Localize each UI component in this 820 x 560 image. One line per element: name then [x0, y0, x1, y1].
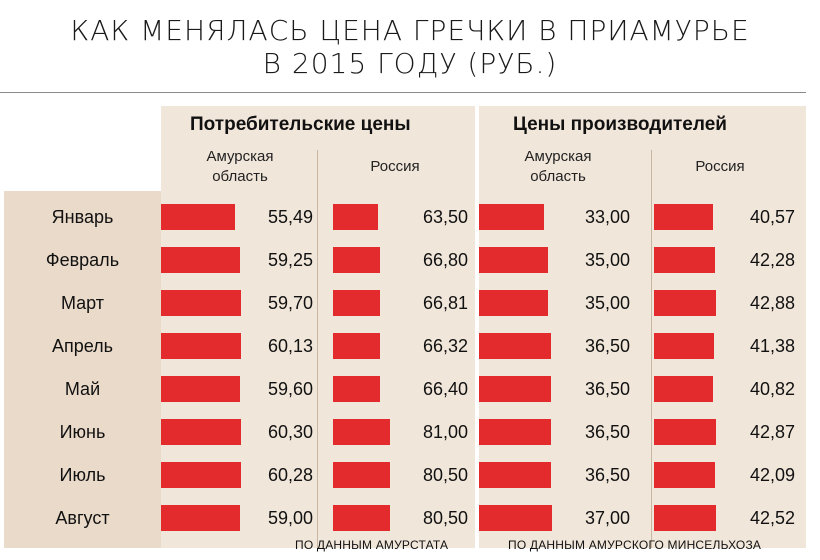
bar-producer-russia [654, 376, 713, 402]
value-label-consumer-amur: 59,00 [267, 508, 313, 528]
value-label-producer-amur: 36,50 [584, 422, 630, 442]
month-label: Август [55, 508, 110, 528]
bar-producer-russia [654, 462, 715, 488]
bar-producer-amur [479, 333, 551, 359]
bar-producer-amur [479, 290, 548, 316]
value-label-producer-amur: 36,50 [584, 379, 630, 399]
value-label-producer-russia: 42,88 [749, 293, 795, 313]
value-label-producer-amur: 37,00 [584, 508, 630, 528]
bar-consumer-russia [333, 290, 380, 316]
bar-producer-amur [479, 505, 552, 531]
value-label-consumer-russia: 66,32 [422, 336, 468, 356]
bar-consumer-russia [333, 419, 390, 445]
value-label-consumer-amur: 59,60 [267, 379, 313, 399]
col-head-producer-amur: Амурская область [524, 148, 592, 185]
column-separator [317, 150, 318, 548]
source-producer: ПО ДАННЫМ АМУРСКОГО МИНСЕЛЬХОЗА [508, 538, 762, 552]
bar-consumer-russia [333, 204, 378, 230]
bar-producer-russia [654, 290, 716, 316]
month-label: Июль [59, 465, 106, 485]
value-label-producer-russia: 40,57 [749, 207, 795, 227]
bar-consumer-russia [333, 376, 380, 402]
month-label: Январь [51, 207, 114, 227]
bar-consumer-amur [161, 290, 241, 316]
value-label-consumer-amur: 59,25 [267, 250, 313, 270]
bar-consumer-amur [161, 333, 241, 359]
bar-producer-amur [479, 376, 551, 402]
title-divider [0, 92, 806, 93]
bar-consumer-amur [161, 247, 240, 273]
month-label: Апрель [51, 336, 114, 356]
bar-consumer-amur [161, 462, 241, 488]
month-label: Май [64, 379, 101, 399]
value-label-producer-amur: 36,50 [584, 336, 630, 356]
value-label-producer-amur: 33,00 [584, 207, 630, 227]
bar-producer-amur [479, 419, 551, 445]
value-label-producer-amur: 36,50 [584, 465, 630, 485]
bar-consumer-russia [333, 505, 390, 531]
value-label-consumer-russia: 80,50 [422, 508, 468, 528]
producer-prices-title: Цены производителей [513, 114, 727, 135]
value-label-producer-russia: 42,87 [749, 422, 795, 442]
bar-producer-russia [654, 204, 713, 230]
value-label-producer-amur: 35,00 [584, 250, 630, 270]
month-label: Июнь [59, 422, 106, 442]
bar-producer-russia [654, 505, 716, 531]
bar-consumer-amur [161, 204, 235, 230]
value-label-consumer-russia: 80,50 [422, 465, 468, 485]
month-label: Февраль [45, 250, 120, 270]
value-label-consumer-amur: 60,30 [267, 422, 313, 442]
col-head-consumer-russia: Россия [370, 158, 420, 175]
bar-consumer-amur [161, 505, 240, 531]
value-label-consumer-amur: 60,13 [267, 336, 313, 356]
month-label: Март [60, 293, 105, 313]
value-label-producer-russia: 42,52 [749, 508, 795, 528]
value-label-consumer-amur: 60,28 [267, 465, 313, 485]
bar-producer-amur [479, 247, 548, 273]
value-label-consumer-russia: 63,50 [422, 207, 468, 227]
column-separator [651, 150, 652, 548]
value-label-producer-amur: 35,00 [584, 293, 630, 313]
bar-producer-amur [479, 204, 544, 230]
bar-consumer-russia [333, 462, 390, 488]
bar-consumer-amur [161, 419, 241, 445]
value-label-consumer-amur: 55,49 [267, 207, 313, 227]
value-label-producer-russia: 41,38 [749, 336, 795, 356]
value-label-consumer-russia: 66,40 [422, 379, 468, 399]
value-label-consumer-russia: 81,00 [422, 422, 468, 442]
value-label-consumer-amur: 59,70 [267, 293, 313, 313]
value-label-consumer-russia: 66,80 [422, 250, 468, 270]
bar-producer-russia [654, 247, 715, 273]
col-head-producer-russia: Россия [695, 158, 745, 175]
value-label-consumer-russia: 66,81 [422, 293, 468, 313]
source-consumer: ПО ДАННЫМ АМУРСТАТА [295, 538, 449, 552]
bar-consumer-russia [333, 333, 380, 359]
chart-title-line-1: КАК МЕНЯЛАСЬ ЦЕНА ГРЕЧКИ В ПРИАМУРЬЕ [70, 14, 750, 47]
value-label-producer-russia: 42,28 [749, 250, 795, 270]
bar-producer-russia [654, 333, 714, 359]
months-panel [4, 191, 161, 548]
value-label-producer-russia: 40,82 [749, 379, 795, 399]
consumer-prices-title: Потребительские цены [190, 114, 411, 135]
bar-consumer-amur [161, 376, 240, 402]
col-head-consumer-amur: Амурская область [206, 148, 274, 185]
chart-title-line-2: В 2015 ГОДУ (РУБ.) [262, 47, 558, 80]
chart-title: КАК МЕНЯЛАСЬ ЦЕНА ГРЕЧКИ В ПРИАМУРЬЕ В 2… [0, 14, 820, 80]
bar-consumer-russia [333, 247, 380, 273]
bar-producer-russia [654, 419, 716, 445]
value-label-producer-russia: 42,09 [749, 465, 795, 485]
bar-producer-amur [479, 462, 551, 488]
